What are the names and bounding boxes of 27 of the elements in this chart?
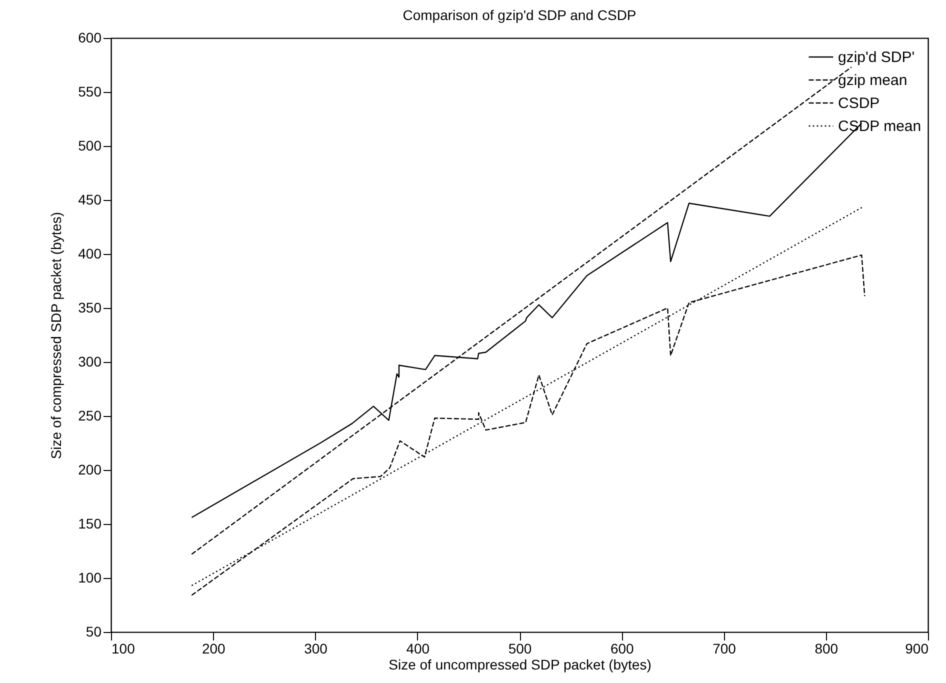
y-tick-label: 50	[86, 624, 102, 640]
x-axis-title: Size of uncompressed SDP packet (bytes)	[388, 656, 652, 672]
x-tick-label: 200	[202, 640, 226, 656]
y-tick-label: 200	[78, 462, 102, 478]
legend-label: gzip'd SDP'	[838, 49, 915, 66]
x-tick-label: 900	[905, 640, 929, 656]
y-tick-label: 400	[78, 246, 102, 262]
x-tick-label: 500	[508, 640, 532, 656]
x-tick-label: 100	[112, 640, 136, 656]
y-tick-label: 450	[78, 192, 102, 208]
x-tick-label: 300	[304, 640, 328, 656]
y-tick-label: 600	[78, 30, 102, 46]
legend-label: gzip mean	[838, 72, 908, 89]
y-axis-title: Size of compressed SDP packet (bytes)	[48, 212, 64, 460]
y-tick-label: 350	[78, 300, 102, 316]
y-tick-label: 550	[78, 84, 102, 100]
y-tick-label: 150	[78, 516, 102, 532]
chart-title: Comparison of gzip'd SDP and CSDP	[402, 7, 636, 23]
x-tick-label: 700	[712, 640, 736, 656]
y-tick-label: 300	[78, 354, 102, 370]
legend-label: CSDP	[838, 95, 880, 112]
y-tick-label: 100	[78, 570, 102, 586]
x-tick-label: 600	[610, 640, 634, 656]
y-tick-label: 500	[78, 138, 102, 154]
x-tick-label: 800	[814, 640, 838, 656]
x-tick-label: 400	[406, 640, 430, 656]
y-tick-label: 250	[78, 408, 102, 424]
